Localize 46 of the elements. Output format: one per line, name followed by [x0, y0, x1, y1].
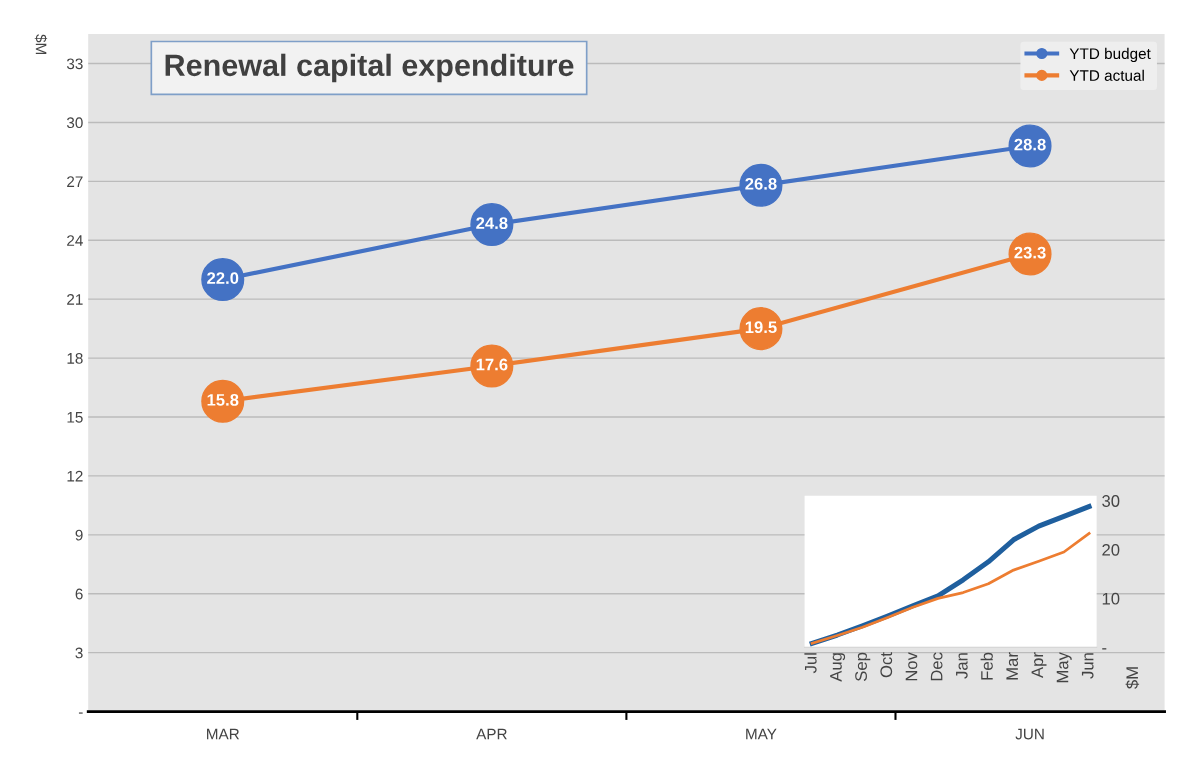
data-label: 28.8	[1014, 138, 1046, 151]
x-tick-label: Oct	[880, 652, 893, 678]
y-tick-label: 9	[75, 529, 83, 541]
x-tick-label: JUN	[1015, 728, 1044, 740]
y-tick-label: 10	[1102, 592, 1120, 605]
line-series	[810, 532, 1091, 645]
y-tick-label: 20	[1102, 543, 1120, 556]
x-tick-label: Nov	[905, 652, 918, 681]
x-tick-label: Sep	[855, 652, 871, 681]
x-tick-label: Jul	[804, 653, 817, 674]
y-tick-label: 30	[66, 117, 83, 129]
y-tick-label: 3	[75, 647, 83, 659]
x-tick-label: Dec	[930, 652, 943, 681]
x-tick-label: Apr	[1031, 652, 1047, 678]
y-axis-title: $M	[1125, 667, 1140, 689]
data-label: 24.8	[476, 217, 508, 230]
y-tick-label: 12	[67, 470, 83, 482]
x-tick-label: Mar	[1006, 652, 1019, 680]
data-label: 23.3	[1014, 246, 1046, 259]
x-tick-label: Jun	[1081, 653, 1094, 679]
y-tick-label: 6	[75, 588, 83, 600]
y-axis-title: $M	[34, 34, 48, 55]
data-label: 22.0	[207, 272, 239, 285]
y-tick-label: -	[1102, 648, 1107, 650]
y-tick-label: 30	[1102, 495, 1120, 507]
y-tick-label: 24	[67, 235, 83, 246]
data-label: 19.5	[745, 321, 777, 334]
legend-label: YTD budget	[1069, 47, 1151, 63]
y-tick-label: 15	[67, 412, 83, 423]
x-tick-label: Jan	[956, 653, 968, 679]
data-label: 15.8	[207, 393, 239, 406]
x-tick-label: APR	[476, 728, 507, 740]
x-tick-label: Aug	[830, 653, 846, 682]
text: Renewal capital expenditure	[165, 53, 574, 83]
y-tick-label: 33	[66, 58, 83, 70]
x-tick-label: MAR	[207, 728, 240, 740]
x-tick-label: Feb	[980, 652, 993, 680]
y-tick-label: 18	[67, 352, 83, 364]
y-tick-label: -	[78, 712, 83, 714]
data-label: 26.8	[745, 177, 777, 190]
y-tick-label: 27	[67, 176, 83, 187]
legend-label: YTD actual	[1069, 69, 1144, 81]
x-tick-label: MAY	[746, 728, 777, 740]
data-label: 17.6	[476, 358, 508, 371]
x-tick-label: May	[1056, 652, 1072, 683]
y-tick-label: 21	[67, 294, 83, 305]
